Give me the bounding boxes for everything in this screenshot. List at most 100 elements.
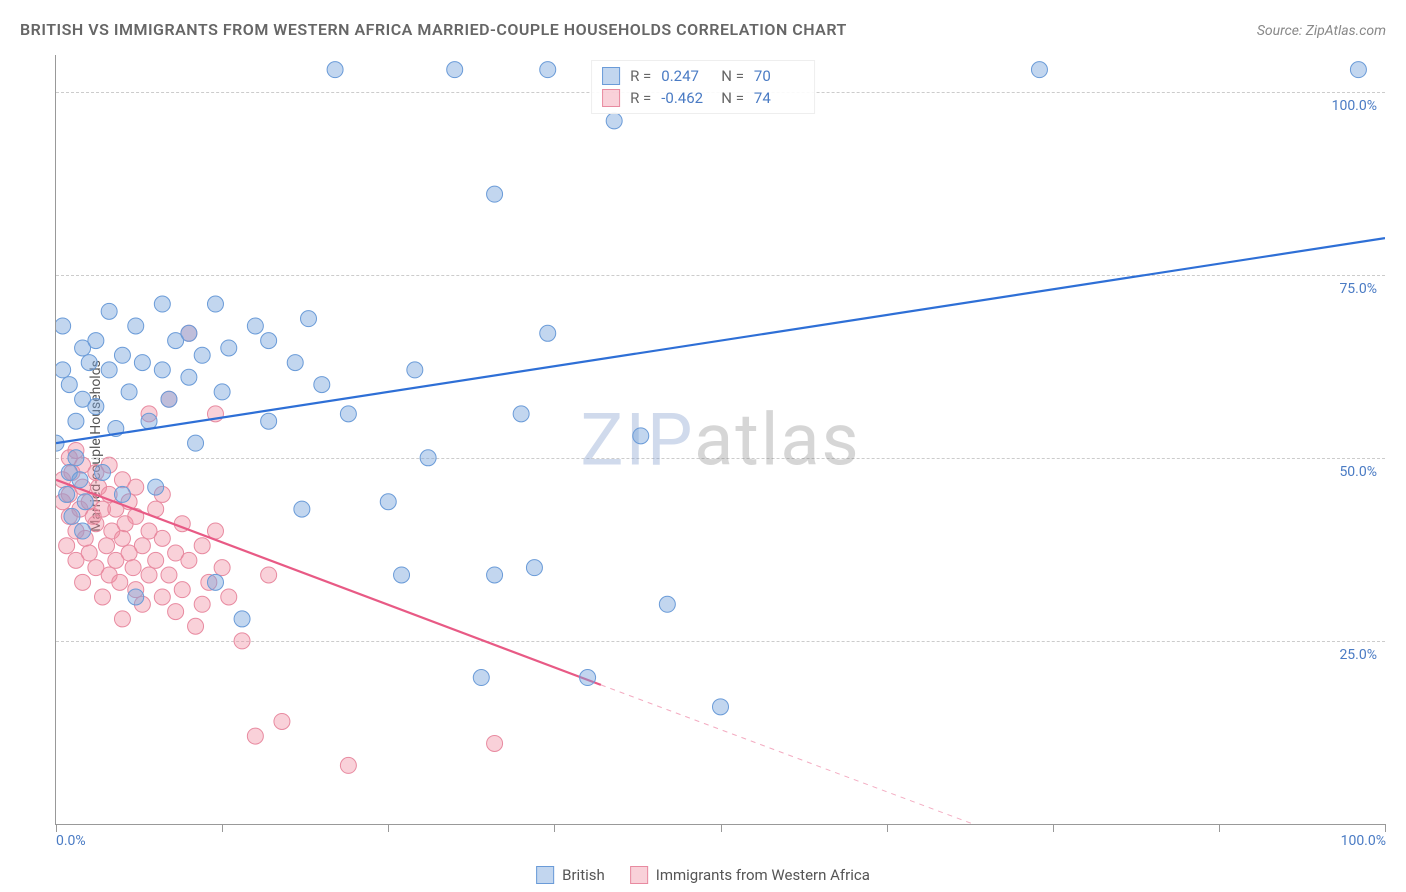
data-point bbox=[214, 384, 230, 400]
data-point bbox=[75, 574, 91, 590]
data-point bbox=[154, 530, 170, 546]
plot-area: ZIPatlas 25.0%50.0%75.0%100.0% bbox=[55, 55, 1385, 825]
data-point bbox=[148, 552, 164, 568]
data-point bbox=[407, 362, 423, 378]
data-point bbox=[101, 362, 117, 378]
data-point bbox=[168, 604, 184, 620]
data-point bbox=[420, 450, 436, 466]
data-point bbox=[81, 545, 97, 561]
data-point bbox=[340, 406, 356, 422]
data-point bbox=[75, 523, 91, 539]
data-point bbox=[154, 362, 170, 378]
data-point bbox=[261, 567, 277, 583]
n-label: N = bbox=[721, 67, 744, 85]
chart-source: Source: ZipAtlas.com bbox=[1257, 23, 1386, 39]
data-point bbox=[214, 560, 230, 576]
x-tick bbox=[388, 824, 389, 832]
swatch-pink bbox=[602, 89, 620, 107]
data-point bbox=[72, 472, 88, 488]
data-point bbox=[148, 479, 164, 495]
data-point bbox=[128, 318, 144, 334]
data-point bbox=[59, 486, 75, 502]
data-point bbox=[540, 325, 556, 341]
data-point bbox=[221, 589, 237, 605]
data-point bbox=[77, 494, 93, 510]
data-point bbox=[301, 311, 317, 327]
legend-series: British Immigrants from Western Africa bbox=[536, 866, 870, 884]
data-point bbox=[261, 413, 277, 429]
n-value-pink: 74 bbox=[754, 89, 804, 107]
data-point bbox=[128, 589, 144, 605]
data-point bbox=[633, 428, 649, 444]
x-tick-min: 0.0% bbox=[56, 833, 86, 849]
swatch-blue bbox=[536, 866, 554, 884]
data-point bbox=[114, 530, 130, 546]
data-point bbox=[134, 538, 150, 554]
data-point bbox=[114, 486, 130, 502]
x-tick bbox=[1053, 824, 1054, 832]
data-point bbox=[88, 399, 104, 415]
data-point bbox=[540, 62, 556, 78]
r-value-blue: 0.247 bbox=[661, 67, 711, 85]
data-point bbox=[154, 296, 170, 312]
x-tick bbox=[1385, 824, 1386, 832]
data-point bbox=[188, 435, 204, 451]
data-point bbox=[141, 413, 157, 429]
r-label: R = bbox=[630, 67, 651, 85]
data-point bbox=[659, 596, 675, 612]
legend-item-blue: British bbox=[536, 866, 605, 884]
data-point bbox=[112, 574, 128, 590]
x-tick-max: 100.0% bbox=[1341, 833, 1386, 849]
data-point bbox=[447, 62, 463, 78]
data-point bbox=[161, 567, 177, 583]
n-value-blue: 70 bbox=[754, 67, 804, 85]
data-point bbox=[1031, 62, 1047, 78]
data-point bbox=[181, 325, 197, 341]
data-point bbox=[314, 377, 330, 393]
data-point bbox=[327, 62, 343, 78]
swatch-blue bbox=[602, 67, 620, 85]
x-tick bbox=[222, 824, 223, 832]
data-point bbox=[713, 699, 729, 715]
x-tick bbox=[554, 824, 555, 832]
data-point bbox=[161, 391, 177, 407]
n-label: N = bbox=[721, 89, 744, 107]
data-point bbox=[380, 494, 396, 510]
data-point bbox=[247, 318, 263, 334]
r-label: R = bbox=[630, 89, 651, 107]
data-point bbox=[181, 369, 197, 385]
data-point bbox=[487, 735, 503, 751]
x-tick bbox=[887, 824, 888, 832]
data-point bbox=[247, 728, 263, 744]
data-point bbox=[99, 538, 115, 554]
data-point bbox=[487, 567, 503, 583]
data-point bbox=[88, 333, 104, 349]
data-point bbox=[340, 757, 356, 773]
data-point bbox=[487, 186, 503, 202]
data-point bbox=[526, 560, 542, 576]
data-point bbox=[64, 508, 80, 524]
data-point bbox=[580, 670, 596, 686]
data-point bbox=[114, 347, 130, 363]
data-point bbox=[194, 538, 210, 554]
data-point bbox=[174, 582, 190, 598]
legend-label-pink: Immigrants from Western Africa bbox=[656, 866, 870, 884]
data-point bbox=[194, 596, 210, 612]
data-point bbox=[61, 377, 77, 393]
x-tick bbox=[1219, 824, 1220, 832]
data-point bbox=[141, 567, 157, 583]
data-point bbox=[68, 450, 84, 466]
data-point bbox=[59, 538, 75, 554]
data-point bbox=[68, 413, 84, 429]
legend-row-pink: R = -0.462 N = 74 bbox=[602, 87, 804, 109]
legend-stats: R = 0.247 N = 70 R = -0.462 N = 74 bbox=[591, 60, 815, 114]
legend-label-blue: British bbox=[562, 866, 605, 884]
data-point bbox=[194, 347, 210, 363]
data-point bbox=[56, 318, 71, 334]
data-point bbox=[394, 567, 410, 583]
data-point bbox=[207, 296, 223, 312]
data-point bbox=[154, 589, 170, 605]
data-point bbox=[125, 560, 141, 576]
chart-svg bbox=[56, 55, 1385, 824]
r-value-pink: -0.462 bbox=[661, 89, 711, 107]
